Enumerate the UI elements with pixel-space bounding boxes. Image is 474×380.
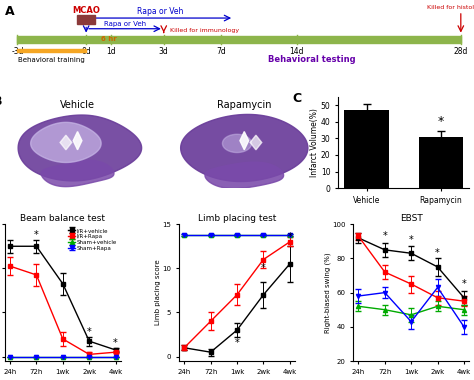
Bar — [419, 137, 463, 188]
Title: EBST: EBST — [400, 214, 422, 223]
Y-axis label: Infarct Volume(%): Infarct Volume(%) — [310, 108, 319, 177]
Bar — [344, 110, 389, 188]
Text: *: * — [261, 263, 266, 273]
Text: MCAO: MCAO — [72, 6, 100, 15]
Text: 28d: 28d — [454, 47, 468, 56]
Text: Killed for immunology: Killed for immunology — [170, 28, 239, 33]
Text: A: A — [5, 5, 14, 17]
Text: Rapa or Veh: Rapa or Veh — [137, 7, 183, 16]
Text: C: C — [292, 92, 301, 105]
Bar — [18, 36, 461, 43]
Text: B: B — [0, 95, 2, 108]
Text: 0d: 0d — [81, 47, 91, 56]
Text: *: * — [34, 230, 39, 240]
Y-axis label: Right-biased swing (%): Right-biased swing (%) — [324, 252, 330, 333]
Polygon shape — [240, 131, 249, 150]
Text: Rapa or Veh: Rapa or Veh — [104, 21, 146, 27]
Title: Limb placing test: Limb placing test — [198, 214, 276, 223]
Text: *: * — [87, 327, 91, 337]
Polygon shape — [181, 114, 308, 182]
Bar — [18, 49, 86, 52]
Polygon shape — [222, 134, 252, 152]
Text: Behavioral testing: Behavioral testing — [268, 55, 356, 65]
Text: Killed for histology: Killed for histology — [427, 5, 474, 10]
Text: *: * — [462, 279, 466, 289]
Y-axis label: Limb placing score: Limb placing score — [155, 260, 161, 325]
Text: Rapamycin: Rapamycin — [217, 100, 272, 110]
Polygon shape — [205, 162, 283, 188]
Text: *: * — [383, 231, 387, 241]
Polygon shape — [41, 160, 114, 187]
Text: 7d: 7d — [217, 47, 226, 56]
Polygon shape — [18, 115, 142, 181]
Text: 14d: 14d — [290, 47, 304, 56]
Polygon shape — [73, 131, 82, 150]
Text: *: * — [287, 232, 292, 242]
Polygon shape — [60, 135, 72, 150]
Text: *: * — [113, 338, 118, 348]
Text: *: * — [235, 338, 239, 348]
Text: Behavioral training: Behavioral training — [18, 57, 85, 63]
Text: *: * — [409, 235, 414, 245]
Text: 6 hr: 6 hr — [101, 36, 117, 43]
Text: Vehicle: Vehicle — [60, 100, 95, 110]
Polygon shape — [31, 122, 101, 163]
Text: 1d: 1d — [106, 47, 115, 56]
Polygon shape — [250, 135, 262, 150]
Title: Beam balance test: Beam balance test — [20, 214, 105, 223]
Bar — [77, 15, 95, 24]
Text: -3d: -3d — [11, 47, 24, 56]
Text: *: * — [435, 249, 440, 258]
Legend: I/R+vehicle, I/R+Rapa, Sham+vehicle, Sham+Rapa: I/R+vehicle, I/R+Rapa, Sham+vehicle, Sha… — [67, 227, 118, 252]
Text: 3d: 3d — [159, 47, 169, 56]
Text: *: * — [438, 116, 444, 128]
